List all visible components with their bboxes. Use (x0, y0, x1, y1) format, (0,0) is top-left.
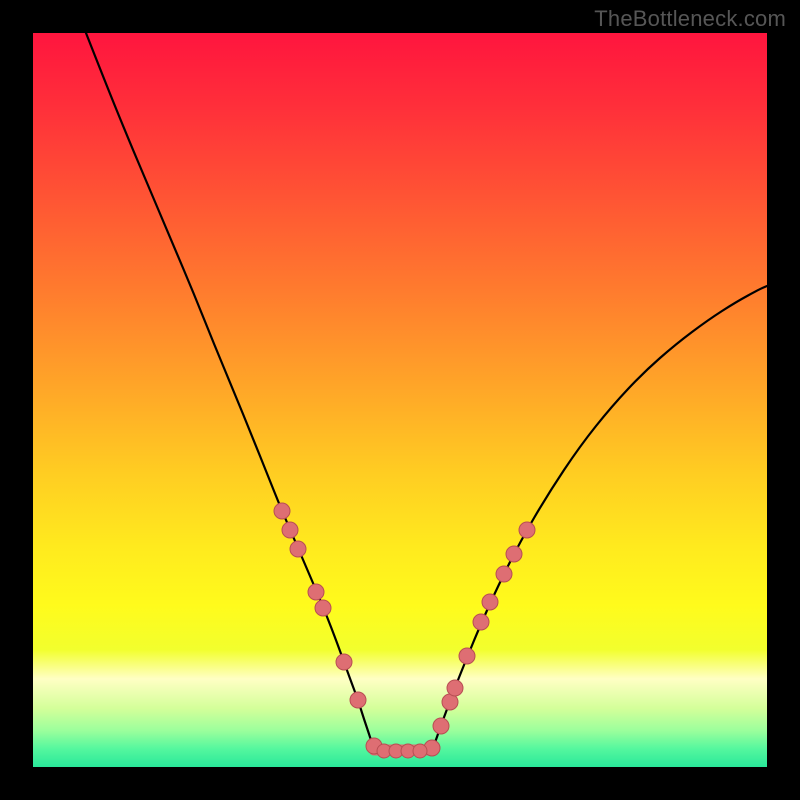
marker-right (433, 718, 449, 734)
marker-right (473, 614, 489, 630)
plot-background (33, 33, 767, 767)
marker-left (290, 541, 306, 557)
marker-right (447, 680, 463, 696)
marker-left (315, 600, 331, 616)
marker-right (496, 566, 512, 582)
marker-left (274, 503, 290, 519)
marker-plateau (413, 744, 427, 758)
marker-left (282, 522, 298, 538)
marker-right (482, 594, 498, 610)
marker-right (506, 546, 522, 562)
watermark-text: TheBottleneck.com (594, 6, 786, 32)
chart-stage: TheBottleneck.com (0, 0, 800, 800)
bottleneck-chart (0, 0, 800, 800)
marker-left (336, 654, 352, 670)
marker-right (459, 648, 475, 664)
marker-left (308, 584, 324, 600)
marker-left (350, 692, 366, 708)
marker-right (519, 522, 535, 538)
